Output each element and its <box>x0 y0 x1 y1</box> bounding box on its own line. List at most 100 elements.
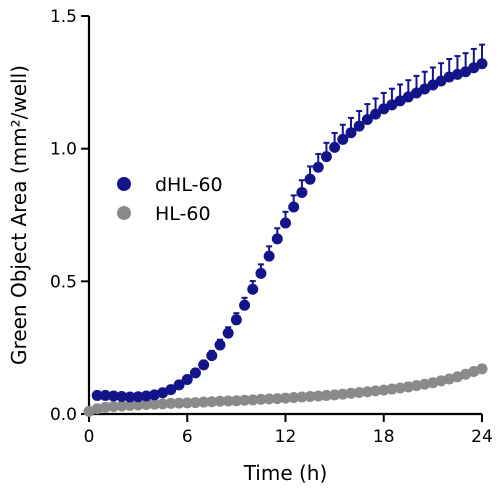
data-point <box>419 83 431 95</box>
x-tick-label: 0 <box>84 427 95 447</box>
data-point <box>312 161 324 173</box>
data-point <box>99 401 111 413</box>
legend-marker <box>117 206 131 220</box>
data-point <box>296 186 308 198</box>
data-point <box>230 314 242 326</box>
data-point <box>378 384 390 396</box>
data-point <box>271 233 283 245</box>
legend-marker <box>117 177 131 191</box>
data-point <box>165 397 177 409</box>
data-point <box>280 392 291 404</box>
data-point <box>124 400 136 412</box>
data-point <box>140 398 152 410</box>
data-point <box>411 87 422 99</box>
data-point <box>189 397 201 409</box>
data-point <box>304 390 316 402</box>
x-axis-title: Time (h) <box>243 461 328 485</box>
data-point <box>181 397 193 409</box>
data-point <box>271 393 283 405</box>
x-tick-label: 12 <box>275 427 297 447</box>
data-point <box>476 58 488 70</box>
data-point <box>140 390 152 402</box>
data-point <box>116 400 128 412</box>
y-tick-label: 1.5 <box>50 7 77 27</box>
data-point <box>435 75 447 87</box>
data-point <box>181 374 193 386</box>
data-point <box>386 99 398 111</box>
data-point <box>108 390 120 402</box>
data-point <box>288 392 300 404</box>
data-point <box>329 141 341 153</box>
data-point <box>239 394 251 406</box>
data-point <box>198 396 210 408</box>
data-point <box>99 389 111 401</box>
data-point <box>206 350 218 362</box>
data-point <box>214 395 226 407</box>
series-dhl-60 <box>91 43 488 403</box>
data-point <box>320 389 332 401</box>
data-point <box>427 377 439 389</box>
data-point <box>116 390 128 402</box>
data-point <box>173 379 185 391</box>
legend-label: HL-60 <box>155 203 211 225</box>
data-point <box>239 299 251 311</box>
data-point <box>435 375 447 387</box>
series-layer <box>83 43 488 417</box>
data-point <box>361 386 373 398</box>
data-point <box>263 393 275 405</box>
data-point <box>353 120 365 132</box>
data-point <box>337 133 349 145</box>
data-point <box>165 384 177 396</box>
data-point <box>157 398 169 410</box>
data-point <box>361 113 373 125</box>
data-point <box>255 267 267 279</box>
y-tick-label: 0.0 <box>50 405 77 425</box>
data-point <box>288 201 300 213</box>
data-point <box>345 387 357 399</box>
data-point <box>304 173 316 185</box>
y-axis-title: Green Object Area (mm²/well) <box>7 65 31 365</box>
data-point <box>91 389 103 401</box>
data-point <box>247 394 259 406</box>
y-tick-label: 1.0 <box>50 140 77 160</box>
data-point <box>296 391 308 403</box>
data-point <box>320 151 332 163</box>
legend-label: dHL-60 <box>155 174 223 196</box>
data-point <box>468 62 480 74</box>
data-point <box>214 339 226 351</box>
data-point <box>411 380 422 392</box>
data-point <box>230 395 242 407</box>
data-point <box>402 381 414 393</box>
data-point <box>329 389 341 401</box>
x-tick-label: 6 <box>182 427 193 447</box>
data-point <box>353 387 365 399</box>
data-point <box>280 217 291 229</box>
y-tick-label: 0.5 <box>50 272 77 292</box>
data-point <box>206 396 218 408</box>
data-point <box>222 327 234 339</box>
data-point <box>337 388 349 400</box>
data-point <box>198 359 210 371</box>
data-point <box>263 250 275 262</box>
data-point <box>91 403 103 415</box>
data-point <box>370 385 382 397</box>
data-point <box>402 91 414 103</box>
data-point <box>394 382 406 394</box>
data-point <box>386 383 398 395</box>
data-point <box>255 393 267 405</box>
data-point <box>173 397 185 409</box>
data-point <box>108 401 120 413</box>
data-point <box>345 127 357 139</box>
data-point <box>476 363 488 375</box>
data-point <box>312 390 324 402</box>
data-point <box>189 367 201 379</box>
data-point <box>222 395 234 407</box>
data-point <box>247 283 259 295</box>
series-hl-60 <box>83 363 488 417</box>
data-point <box>132 399 144 411</box>
data-point <box>394 95 406 107</box>
data-point <box>149 398 160 410</box>
data-point <box>370 108 382 120</box>
x-tick-label: 24 <box>471 427 493 447</box>
